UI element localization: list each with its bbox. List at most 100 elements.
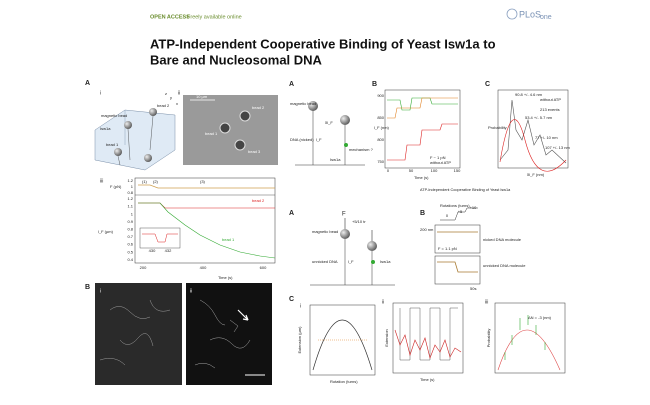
axis-title: Time (s) xyxy=(414,175,429,180)
tick-label: 1.1 xyxy=(127,204,133,209)
plot-frame xyxy=(434,255,481,285)
note: 213 events xyxy=(540,107,560,112)
plot-frame xyxy=(497,89,569,169)
rotation-protocol xyxy=(440,207,478,221)
axis-title: Extension xyxy=(384,329,389,347)
axis-title: Probability xyxy=(486,329,491,348)
panel-letter: B xyxy=(372,81,377,88)
bead xyxy=(144,154,152,162)
phase-label: (3) xyxy=(200,179,206,184)
label: +5/10 tr xyxy=(352,219,366,224)
note: ΔN = -3 (nm) xyxy=(528,315,552,320)
axis-title: Extension (µm) xyxy=(297,326,302,354)
tick-label: 0.5 xyxy=(127,249,133,254)
trace xyxy=(394,329,462,359)
label: bead 1 xyxy=(222,237,235,242)
axis-name: x xyxy=(176,101,178,106)
tick-label: 400 xyxy=(200,265,207,270)
label: bead 2 xyxy=(252,198,265,203)
label: δl_F xyxy=(325,120,333,125)
plot-frame xyxy=(392,302,464,374)
protein xyxy=(344,143,348,147)
sub-label: i xyxy=(100,90,101,96)
label: F xyxy=(342,212,346,218)
inset xyxy=(139,227,181,249)
tick-label: 0.4 xyxy=(127,257,133,262)
note: F ~ 1 pN xyxy=(430,155,446,160)
trace xyxy=(387,123,458,161)
bead xyxy=(219,122,231,134)
bead xyxy=(367,241,377,251)
dna-image xyxy=(99,299,171,366)
hat-curve xyxy=(312,319,373,371)
axis-title: l_F (nm) xyxy=(374,125,390,130)
sub-label: iii xyxy=(100,178,103,184)
label: bead 1 xyxy=(205,131,218,136)
label: mechanism ? xyxy=(349,147,374,152)
label: bead 1 xyxy=(106,142,119,147)
turn-label: 0 xyxy=(446,213,449,218)
tick-label: 850 xyxy=(377,115,384,120)
turn-label: +5 xyxy=(458,209,463,214)
histogram xyxy=(499,99,567,164)
peak-label: 53.4 +/- 5.7 nm xyxy=(525,115,553,120)
peak-label: 107 +/- 13 nm xyxy=(545,145,570,150)
bead xyxy=(124,121,132,129)
access: OPEN ACCESS xyxy=(150,14,190,20)
caption: ATP-Independent Cooperative Binding of Y… xyxy=(420,188,511,192)
label: unnicked DNA xyxy=(312,259,338,264)
title-line: ATP-Independent Cooperative Binding of Y… xyxy=(150,36,496,51)
tick-label: 1 xyxy=(131,184,134,189)
tick-label: 100 xyxy=(431,168,438,173)
label: unnicked DNA molecule xyxy=(483,263,526,268)
sub-label: i xyxy=(300,303,301,309)
axis-name: y xyxy=(170,95,172,100)
turn-label: +10 xyxy=(470,205,478,210)
note: without ATP xyxy=(540,97,561,102)
panel-letter: B xyxy=(420,210,425,217)
label: l_F xyxy=(316,137,322,142)
dna xyxy=(117,115,154,166)
tick-label: 0.8 xyxy=(127,190,133,195)
label: bead 2 xyxy=(157,103,170,108)
error-bars xyxy=(504,315,546,360)
bead xyxy=(114,148,122,156)
bead xyxy=(149,108,157,116)
panel-letter: B xyxy=(85,284,90,291)
phase-label: (1) xyxy=(142,179,148,184)
logo-suffix: one xyxy=(540,14,552,21)
scale-label: 10 µm xyxy=(196,94,208,99)
fit xyxy=(499,119,567,172)
peak-label: 90.8 +/- 4.6 nm xyxy=(515,92,543,97)
bead xyxy=(234,139,246,151)
panel-letter: A xyxy=(85,80,90,87)
trace xyxy=(387,97,458,111)
tick-label: 200 xyxy=(140,265,147,270)
tick-label: 432 xyxy=(165,248,172,253)
bead xyxy=(239,110,251,122)
panel-letter: A xyxy=(289,81,294,88)
sub-label: ii xyxy=(382,299,384,305)
force-trace xyxy=(138,184,275,189)
tick-label: 750 xyxy=(377,159,384,164)
micrograph xyxy=(183,95,278,165)
label: magnetic bead xyxy=(312,229,338,234)
plot-frame xyxy=(384,89,461,169)
phase-label: (2) xyxy=(153,179,159,184)
peak-label: 77 +/- 10 nm xyxy=(535,135,558,140)
label: DNA (nicked) xyxy=(290,137,314,142)
sub-label: iii xyxy=(485,299,488,305)
tick-label: 0.9 xyxy=(127,219,133,224)
label: magnetic bead xyxy=(101,113,127,118)
micrograph xyxy=(95,283,182,385)
micrograph xyxy=(186,283,272,385)
tick-label: 0.8 xyxy=(127,226,133,231)
tick-label: 1 xyxy=(131,211,134,216)
dna-image xyxy=(194,299,251,369)
title-line: Bare and Nucleosomal DNA xyxy=(150,52,323,67)
trace xyxy=(437,261,478,273)
label: Isw1a xyxy=(330,157,341,162)
label: l_F xyxy=(348,259,354,264)
tick-label: 0 xyxy=(387,168,390,173)
